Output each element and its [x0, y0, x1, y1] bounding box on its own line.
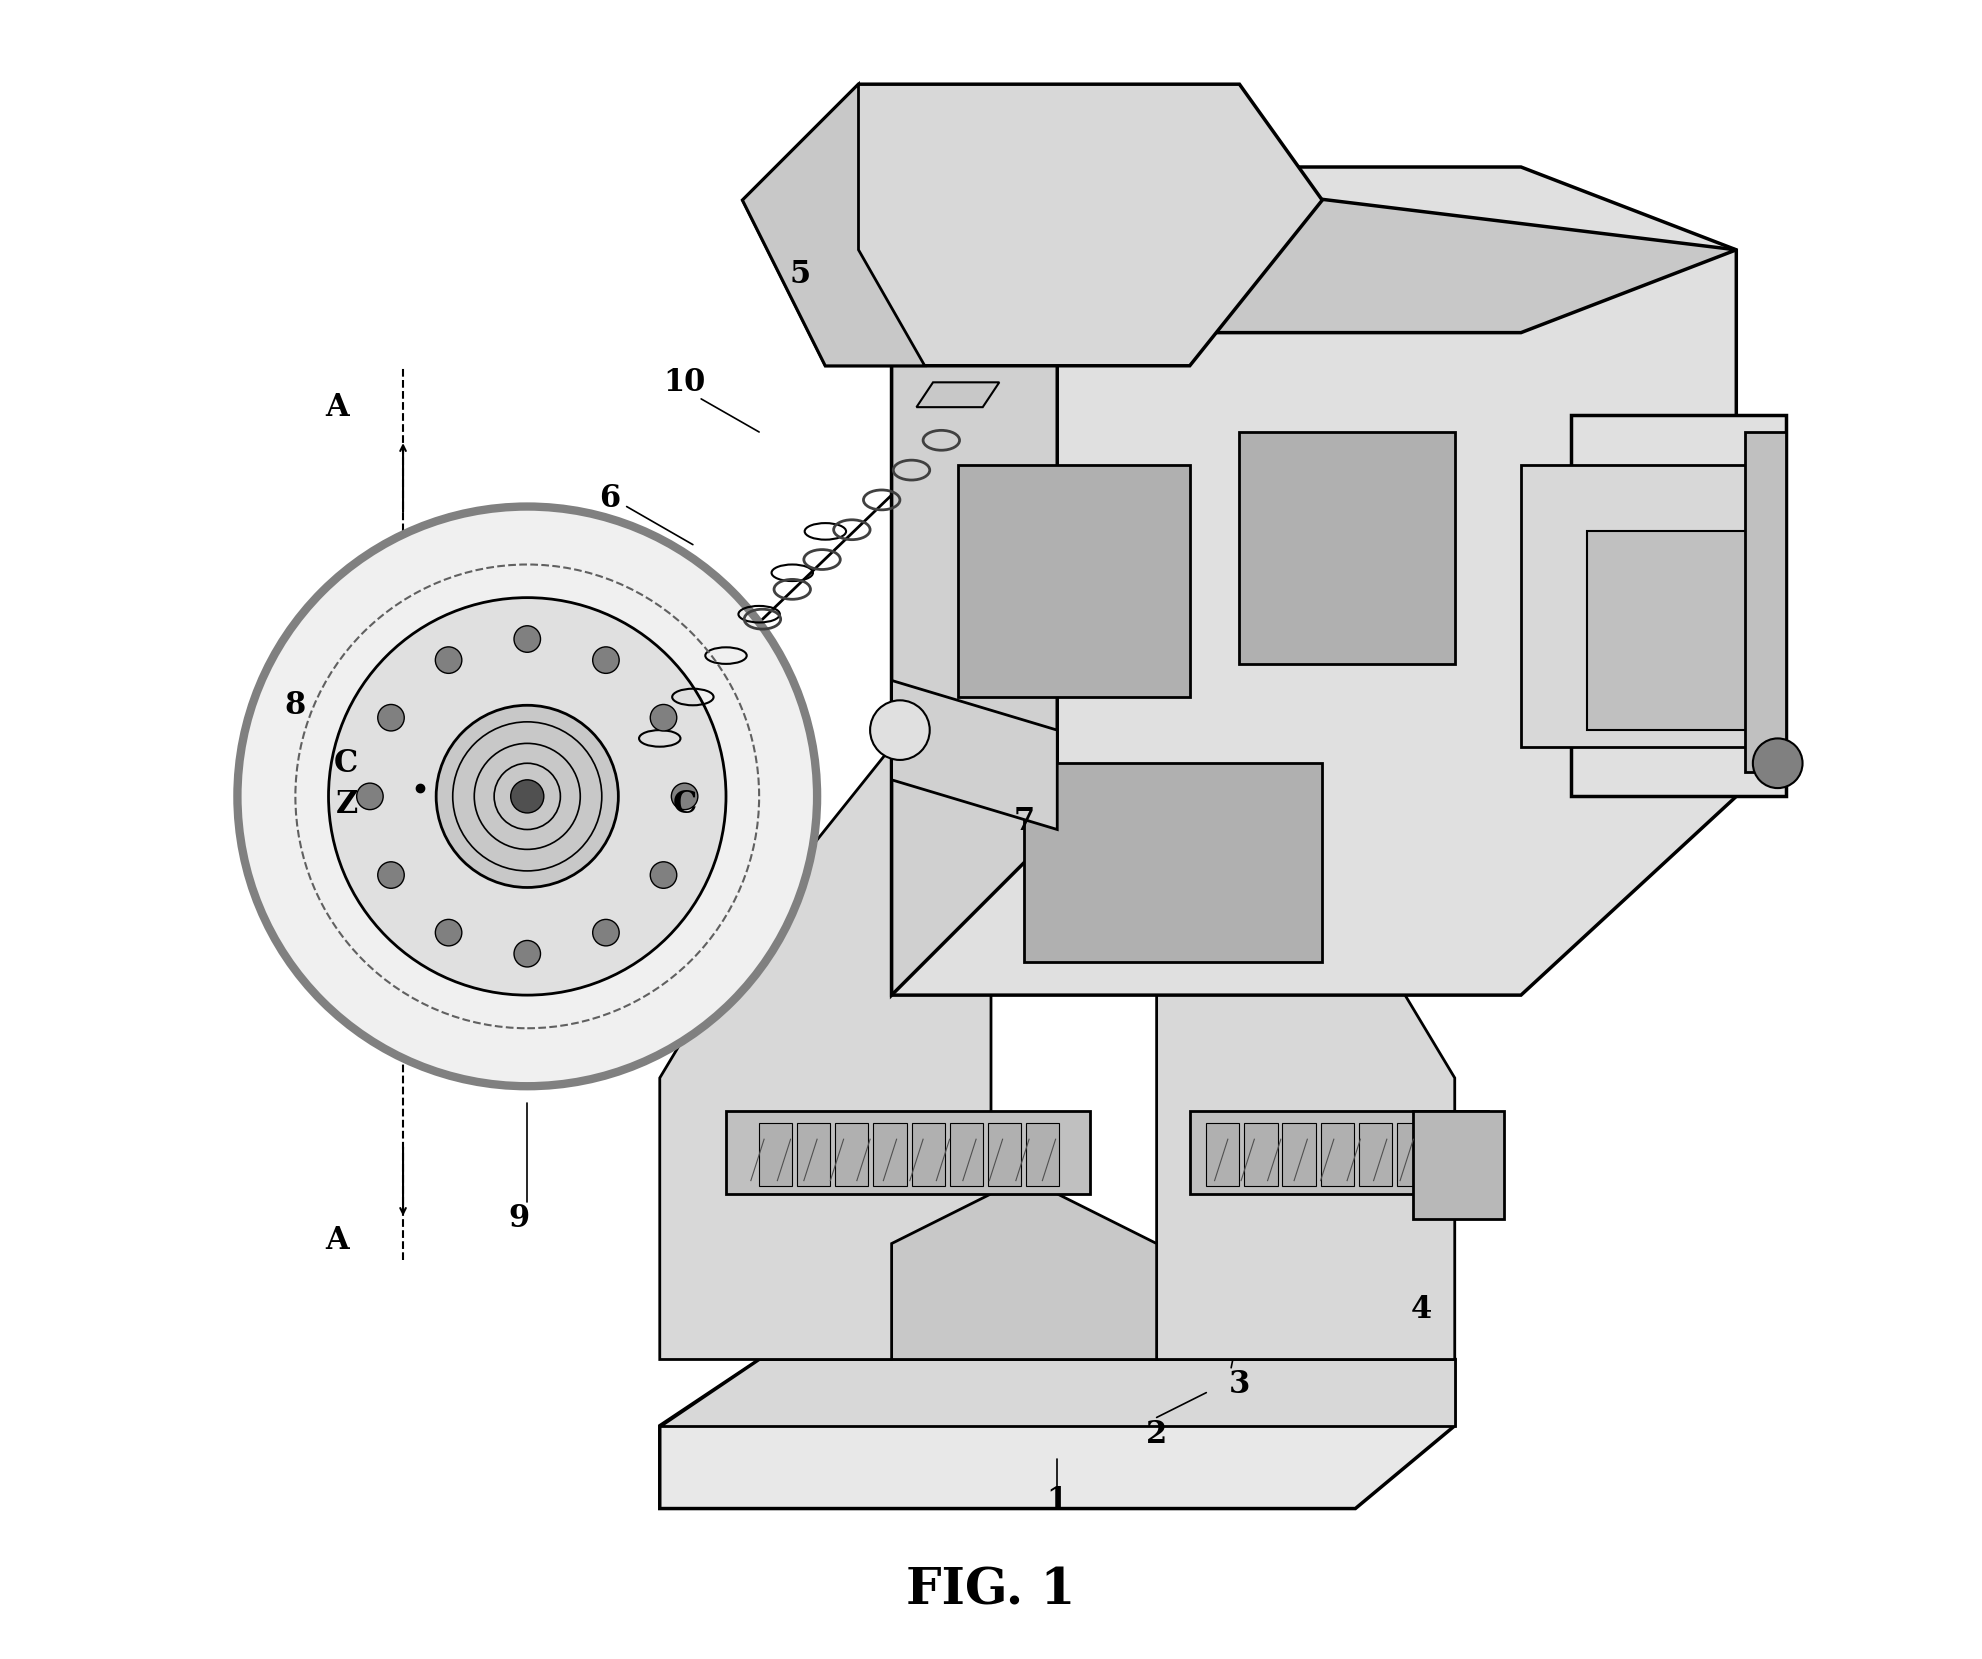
Polygon shape: [1157, 747, 1455, 1359]
Circle shape: [436, 919, 462, 946]
Bar: [1207, 1123, 1239, 1186]
Bar: [1245, 1123, 1278, 1186]
Bar: [797, 1123, 830, 1186]
Circle shape: [238, 506, 817, 1087]
Polygon shape: [660, 1359, 1455, 1425]
Polygon shape: [725, 1112, 1090, 1194]
Text: 7: 7: [1013, 806, 1035, 836]
Polygon shape: [1520, 465, 1770, 747]
Text: A: A: [325, 392, 349, 423]
Circle shape: [511, 780, 543, 813]
Circle shape: [513, 941, 541, 967]
Text: 10: 10: [664, 367, 706, 398]
Polygon shape: [743, 85, 1322, 365]
Circle shape: [870, 700, 930, 760]
Polygon shape: [1025, 763, 1322, 962]
Text: C: C: [335, 748, 359, 778]
Circle shape: [379, 861, 404, 888]
Polygon shape: [1588, 531, 1752, 730]
Polygon shape: [1744, 431, 1786, 771]
Text: 5: 5: [791, 259, 811, 290]
Bar: [759, 1123, 793, 1186]
Polygon shape: [916, 382, 999, 406]
Polygon shape: [957, 465, 1189, 697]
Circle shape: [357, 783, 383, 810]
Bar: [1413, 1112, 1504, 1219]
Text: 6: 6: [599, 483, 620, 514]
Circle shape: [436, 705, 618, 888]
Polygon shape: [660, 1359, 1455, 1508]
Bar: [1282, 1123, 1316, 1186]
Text: FIG. 1: FIG. 1: [906, 1566, 1076, 1616]
Polygon shape: [892, 680, 1056, 830]
Polygon shape: [1570, 415, 1786, 796]
Text: Z: Z: [337, 790, 359, 820]
Polygon shape: [892, 168, 1736, 995]
Circle shape: [650, 705, 676, 732]
Polygon shape: [892, 168, 1056, 995]
Text: 1: 1: [1046, 1485, 1068, 1516]
Bar: [834, 1123, 868, 1186]
Polygon shape: [743, 85, 926, 365]
Polygon shape: [1189, 1112, 1488, 1194]
Polygon shape: [892, 1194, 1157, 1359]
Bar: [987, 1123, 1021, 1186]
Bar: [1360, 1123, 1391, 1186]
Bar: [949, 1123, 983, 1186]
Circle shape: [329, 597, 725, 995]
Polygon shape: [892, 168, 1736, 333]
Bar: [874, 1123, 906, 1186]
Circle shape: [513, 625, 541, 652]
Circle shape: [1752, 738, 1802, 788]
Circle shape: [672, 783, 698, 810]
Text: 9: 9: [509, 1203, 529, 1234]
Polygon shape: [1239, 431, 1455, 664]
Circle shape: [436, 647, 462, 674]
Text: 8: 8: [285, 690, 305, 720]
Bar: [1027, 1123, 1058, 1186]
Text: 2: 2: [1146, 1418, 1167, 1450]
Circle shape: [379, 705, 404, 732]
Polygon shape: [660, 747, 991, 1359]
Text: 4: 4: [1411, 1294, 1433, 1326]
Circle shape: [593, 647, 618, 674]
Circle shape: [650, 861, 676, 888]
Text: 3: 3: [1229, 1369, 1251, 1400]
Bar: [912, 1123, 945, 1186]
Circle shape: [593, 919, 618, 946]
Text: C: C: [672, 790, 698, 820]
Bar: [1397, 1123, 1429, 1186]
Text: A: A: [325, 1224, 349, 1256]
Bar: [1320, 1123, 1354, 1186]
